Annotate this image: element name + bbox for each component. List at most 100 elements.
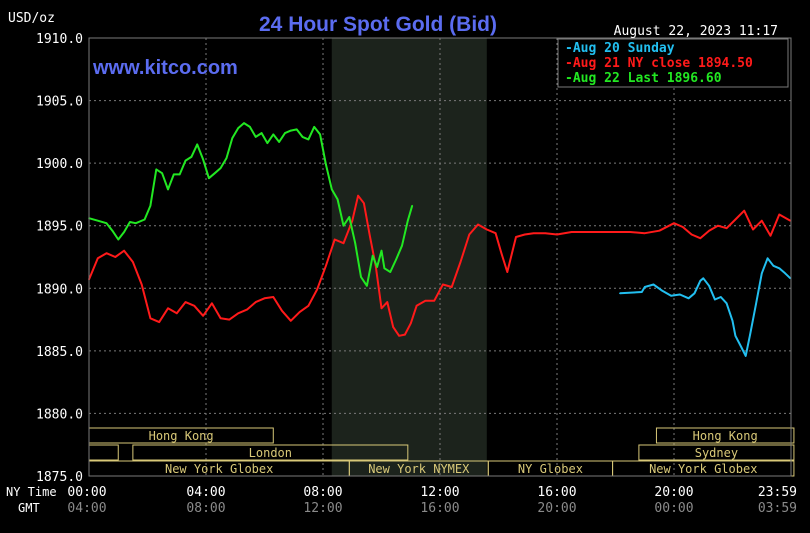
- data-point-aug21: [769, 234, 772, 237]
- y-axis-ticks: 1875.0 1880.0 1885.0 1890.0 1895.0 1900.0 1905…: [36, 32, 83, 485]
- data-point-aug22: [135, 222, 137, 224]
- data-point-aug21: [544, 232, 547, 234]
- x-tick-label-gmt: 04:00: [67, 501, 106, 516]
- data-point-aug22: [290, 129, 292, 132]
- data-point-aug22: [313, 126, 316, 128]
- data-point-aug21: [532, 232, 535, 234]
- y-tick-label: 1905.0: [36, 95, 83, 110]
- data-point-aug21: [717, 224, 719, 227]
- data-point-aug21: [333, 238, 336, 241]
- data-point-aug22: [366, 285, 368, 287]
- data-point-aug21: [600, 231, 602, 233]
- data-point-aug21: [690, 233, 693, 236]
- data-point-aug21: [105, 252, 108, 254]
- data-point-aug21: [442, 283, 444, 286]
- data-point-aug22: [117, 238, 120, 241]
- session-label: Hong Kong: [149, 429, 214, 443]
- data-point-aug21: [494, 232, 497, 234]
- data-point-aug22: [319, 133, 321, 136]
- data-point-aug22: [380, 249, 383, 252]
- data-point-aug20: [702, 277, 705, 280]
- data-point-aug21: [211, 302, 213, 305]
- x-tick-label-ny: 00:00: [67, 485, 106, 500]
- data-point-aug21: [272, 296, 275, 298]
- session-box: [132, 444, 409, 461]
- data-point-aug21: [506, 271, 509, 273]
- y-tick-label: 1885.0: [36, 345, 83, 360]
- x-tick-label-gmt: 16:00: [420, 501, 459, 516]
- data-point-aug22: [105, 222, 108, 224]
- data-point-aug21: [404, 333, 406, 336]
- x-tick-label-ny: 08:00: [303, 485, 342, 500]
- data-point-aug21: [570, 231, 573, 233]
- timestamp: August 22, 2023 11:17: [614, 24, 778, 39]
- data-point-aug20: [641, 291, 643, 293]
- data-point-aug21: [752, 228, 754, 231]
- data-point-aug22: [155, 168, 158, 171]
- data-point-aug20: [761, 272, 763, 275]
- data-point-aug22: [342, 224, 345, 227]
- legend-entry-aug21: -Aug 21 NY close 1894.50: [565, 56, 753, 71]
- data-point-aug22: [161, 172, 163, 174]
- data-point-aug22: [231, 137, 234, 139]
- x-tick-label-ny: 16:00: [537, 485, 576, 500]
- data-point-aug22: [178, 173, 181, 176]
- data-point-aug20: [778, 267, 781, 270]
- legend-entry-aug22: -Aug 22 Last 1896.60: [565, 71, 722, 86]
- series-lines: [88, 122, 792, 357]
- data-point-aug22: [284, 132, 286, 134]
- data-point-aug21: [380, 307, 383, 310]
- data-point-aug21: [386, 301, 389, 303]
- data-point-aug21: [486, 228, 488, 231]
- data-point-aug22: [97, 219, 99, 222]
- data-point-aug20: [644, 286, 646, 288]
- data-point-aug21: [246, 308, 248, 311]
- data-point-aug21: [725, 227, 728, 229]
- data-point-aug21: [149, 317, 152, 320]
- data-point-aug22: [225, 157, 228, 159]
- data-point-aug21: [644, 232, 646, 234]
- data-point-aug21: [585, 231, 588, 233]
- data-point-aug22: [336, 198, 339, 201]
- data-point-aug22: [184, 159, 187, 162]
- data-point-aug21: [167, 307, 169, 310]
- session-label: New York NYMEX: [368, 462, 470, 476]
- data-point-aug21: [369, 234, 371, 237]
- data-point-aug21: [392, 326, 395, 328]
- plot-frame: [88, 37, 792, 477]
- x-tick-label-gmt: 03:59: [758, 501, 797, 516]
- data-point-aug20: [652, 283, 655, 286]
- data-point-aug20: [661, 290, 664, 292]
- data-point-aug21: [357, 194, 359, 197]
- data-point-aug21: [734, 218, 737, 221]
- data-point-aug22: [123, 231, 125, 233]
- data-point-aug20: [725, 302, 728, 305]
- data-point-aug21: [673, 222, 675, 224]
- legend-entry-aug20: -Aug 20 Sunday: [565, 41, 675, 56]
- data-point-aug21: [351, 219, 354, 222]
- data-point-aug22: [295, 128, 298, 131]
- data-point-aug22: [214, 172, 216, 174]
- data-point-aug21: [682, 226, 684, 228]
- data-point-aug21: [184, 301, 187, 303]
- legend: -Aug 20 Sunday-Aug 21 NY close 1894.50-A…: [557, 38, 789, 88]
- legend-box: [557, 38, 789, 88]
- gmt-label: GMT: [18, 501, 40, 515]
- data-point-aug21: [515, 236, 517, 238]
- data-point-aug20: [693, 292, 696, 295]
- session-label: New York Globex: [649, 462, 757, 476]
- data-point-aug22: [196, 143, 198, 146]
- x-tick-label-gmt: 20:00: [537, 501, 576, 516]
- data-point-aug20: [740, 346, 743, 348]
- data-point-aug20: [731, 320, 734, 322]
- data-point-aug20: [699, 280, 702, 282]
- y-tick-label: 1895.0: [36, 220, 83, 235]
- chart-title: 24 Hour Spot Gold (Bid): [259, 13, 497, 36]
- data-point-aug21: [158, 321, 160, 323]
- ny-time-label: NY Time: [6, 485, 57, 499]
- data-point-aug21: [468, 233, 471, 236]
- y-tick-label: 1910.0: [36, 32, 83, 47]
- data-point-aug22: [173, 173, 175, 176]
- data-point-aug22: [354, 242, 357, 244]
